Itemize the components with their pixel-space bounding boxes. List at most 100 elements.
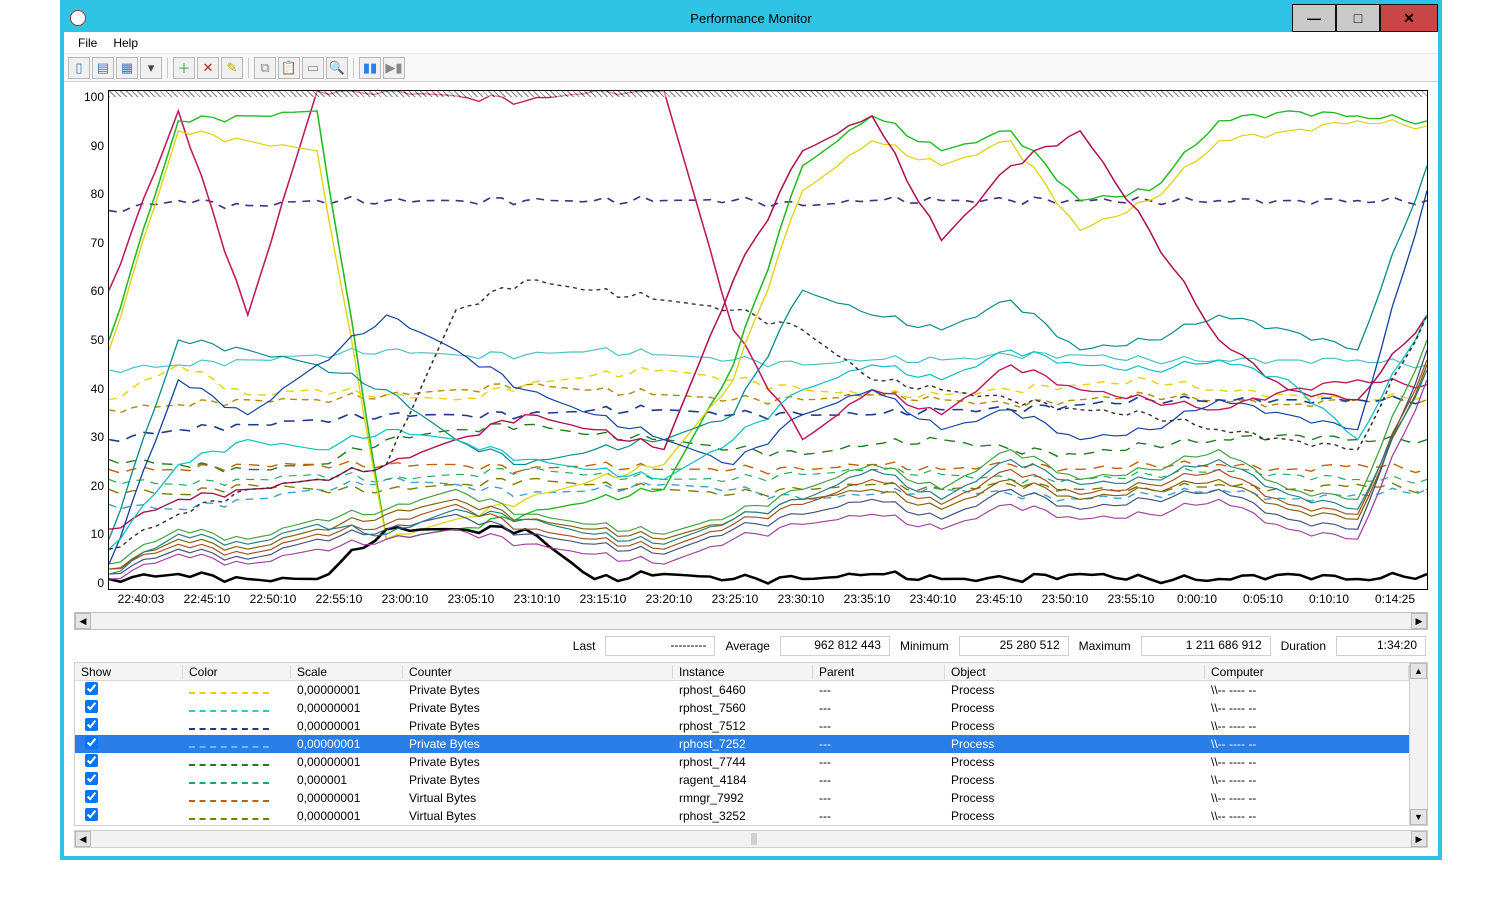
x-tick-label: 23:20:10	[636, 592, 702, 606]
menu-file[interactable]: File	[70, 34, 105, 52]
menu-help[interactable]: Help	[105, 34, 146, 52]
x-tick-label: 0:05:10	[1230, 592, 1296, 606]
close-button[interactable]: ✕	[1380, 4, 1438, 32]
toolbar-separator	[167, 58, 168, 78]
chart-series	[109, 348, 1427, 373]
cell-scale: 0,00000001	[291, 755, 403, 769]
grid-header-color[interactable]: Color	[183, 665, 291, 679]
grid-header-computer[interactable]: Computer	[1205, 665, 1409, 679]
grid-header-parent[interactable]: Parent	[813, 665, 945, 679]
delete-counter-icon[interactable]: ✕	[197, 57, 219, 79]
cell-instance: rphost_7252	[673, 737, 813, 751]
properties-icon[interactable]: ▭	[302, 57, 324, 79]
x-tick-label: 23:15:10	[570, 592, 636, 606]
y-tick-label: 100	[84, 90, 104, 104]
grid-header-show[interactable]: Show	[75, 665, 183, 679]
cell-scale: 0,00000001	[291, 719, 403, 733]
view-tree-icon[interactable]: ▯	[68, 57, 90, 79]
window-title: Performance Monitor	[64, 11, 1438, 26]
performance-monitor-window: Performance Monitor — □ ✕ File Help ▯▤▦▾…	[60, 0, 1442, 860]
cell-object: Process	[945, 737, 1205, 751]
update-icon[interactable]: ▶▮	[383, 57, 405, 79]
toolbar: ▯▤▦▾ ＋✕✎ ⧉📋▭🔍 ▮▮▶▮	[64, 54, 1438, 82]
minimize-button[interactable]: —	[1292, 4, 1336, 32]
cell-scale: 0,00000001	[291, 683, 403, 697]
chart-horizontal-scrollbar[interactable]: ◀ ▶	[74, 612, 1428, 630]
table-row[interactable]: 0,00000001Private Bytesrphost_6460---Pro…	[75, 681, 1409, 699]
cell-instance: rphost_6460	[673, 683, 813, 697]
cell-instance: rphost_7744	[673, 755, 813, 769]
y-tick-label: 70	[91, 236, 104, 250]
table-row[interactable]: 0,00000001Virtual Bytesrphost_3252---Pro…	[75, 807, 1409, 825]
table-row[interactable]: 0,00000001Private Bytesrphost_7744---Pro…	[75, 753, 1409, 771]
chart-scroll-right-button[interactable]: ▶	[1411, 613, 1427, 629]
cell-instance: rphost_7512	[673, 719, 813, 733]
x-tick-label: 23:00:10	[372, 592, 438, 606]
grid-header-row: ShowColorScaleCounterInstanceParentObjec…	[75, 663, 1409, 681]
chart-plot-area[interactable]	[108, 90, 1428, 590]
show-checkbox[interactable]	[85, 718, 98, 731]
cell-parent: ---	[813, 737, 945, 751]
grid-scroll-down-button[interactable]: ▼	[1410, 809, 1427, 825]
dropdown-icon[interactable]: ▾	[140, 57, 162, 79]
table-row[interactable]: 0,000001Private Bytesragent_4184---Proce…	[75, 771, 1409, 789]
x-tick-label: 0:00:10	[1164, 592, 1230, 606]
view-chart-icon[interactable]: ▤	[92, 57, 114, 79]
copy-icon[interactable]: ⧉	[254, 57, 276, 79]
chart-series	[109, 350, 1427, 574]
cell-object: Process	[945, 683, 1205, 697]
grid-scroll-right-button[interactable]: ▶	[1411, 831, 1427, 847]
view-report-icon[interactable]: ▦	[116, 57, 138, 79]
cell-instance: rphost_3252	[673, 809, 813, 823]
cell-parent: ---	[813, 719, 945, 733]
chart-container: 1009080706050403020100 22:40:0322:45:102…	[64, 82, 1438, 608]
table-row[interactable]: 0,00000001Private Bytesrphost_7512---Pro…	[75, 717, 1409, 735]
show-checkbox[interactable]	[85, 736, 98, 749]
grid-header-object[interactable]: Object	[945, 665, 1205, 679]
x-tick-label: 22:55:10	[306, 592, 372, 606]
table-row[interactable]: 0,00000001Private Bytesrphost_7252---Pro…	[75, 735, 1409, 753]
table-row[interactable]: 0,00000001Private Bytesrphost_7560---Pro…	[75, 699, 1409, 717]
cell-parent: ---	[813, 683, 945, 697]
show-checkbox[interactable]	[85, 808, 98, 821]
color-swatch	[189, 800, 269, 802]
chart-series	[109, 191, 1427, 564]
grid-horizontal-scrollbar[interactable]: ◀ ▶	[74, 830, 1428, 848]
table-row[interactable]: 0,00000001Virtual Bytesrmngr_7992---Proc…	[75, 789, 1409, 807]
show-checkbox[interactable]	[85, 700, 98, 713]
grid-scroll-left-button[interactable]: ◀	[75, 831, 91, 847]
color-swatch	[189, 782, 269, 784]
chart-series	[109, 380, 1427, 579]
cell-scale: 0,00000001	[291, 791, 403, 805]
x-tick-label: 0:14:25	[1362, 592, 1428, 606]
maximize-button[interactable]: □	[1336, 4, 1380, 32]
grid-header-scale[interactable]: Scale	[291, 665, 403, 679]
highlight-icon[interactable]: ✎	[221, 57, 243, 79]
grid-header-counter[interactable]: Counter	[403, 665, 673, 679]
color-swatch	[189, 818, 269, 820]
grid-scroll-up-button[interactable]: ▲	[1410, 663, 1427, 679]
chart-scroll-left-button[interactable]: ◀	[75, 613, 91, 629]
show-checkbox[interactable]	[85, 682, 98, 695]
cell-computer: \\-- ---- --	[1205, 755, 1409, 769]
y-tick-label: 90	[91, 139, 104, 153]
color-swatch	[189, 746, 269, 748]
show-checkbox[interactable]	[85, 790, 98, 803]
x-tick-label: 23:35:10	[834, 592, 900, 606]
window-controls: — □ ✕	[1292, 4, 1438, 32]
show-checkbox[interactable]	[85, 772, 98, 785]
grid-scroll-thumb[interactable]	[751, 833, 757, 845]
cell-scale: 0,00000001	[291, 701, 403, 715]
freeze-icon[interactable]: ▮▮	[359, 57, 381, 79]
x-tick-label: 23:40:10	[900, 592, 966, 606]
titlebar[interactable]: Performance Monitor — □ ✕	[64, 4, 1438, 32]
grid-vertical-scrollbar[interactable]: ▲ ▼	[1409, 663, 1427, 825]
paste-icon[interactable]: 📋	[278, 57, 300, 79]
cell-parent: ---	[813, 809, 945, 823]
grid-header-instance[interactable]: Instance	[673, 665, 813, 679]
cell-instance: rphost_7560	[673, 701, 813, 715]
duration-value: 1:34:20	[1336, 636, 1426, 656]
show-checkbox[interactable]	[85, 754, 98, 767]
zoom-icon[interactable]: 🔍	[326, 57, 348, 79]
add-counter-icon[interactable]: ＋	[173, 57, 195, 79]
